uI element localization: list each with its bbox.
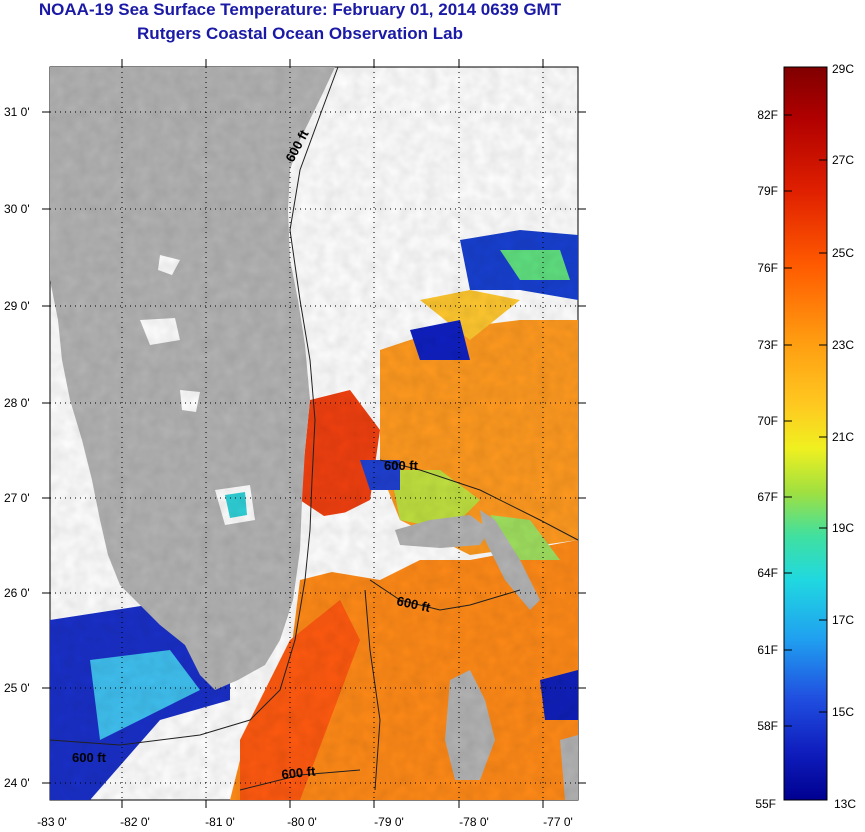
colorbar-c-29: 29C [832, 62, 854, 76]
isobath-channel [364, 589, 381, 791]
lat-label-24: 24 0' [4, 776, 30, 790]
colorbar-c-19: 19C [832, 521, 854, 535]
colorbar-f-70: 70F [757, 414, 778, 428]
lat-label-28: 28 0' [4, 396, 30, 410]
lon-label-79: -79 0' [374, 815, 404, 829]
colorbar-ticks [784, 114, 827, 727]
figure-subtitle: Rutgers Coastal Ocean Observation Lab [137, 24, 463, 43]
lon-label-78: -78 0' [459, 815, 489, 829]
lat-label-29: 29 0' [4, 299, 30, 313]
lat-label-30: 30 0' [4, 202, 30, 216]
colorbar [783, 66, 828, 801]
lat-label-31: 31 0' [4, 105, 30, 119]
colorbar-c-13: 13C [834, 797, 856, 811]
lon-label-80: -80 0' [287, 815, 317, 829]
colorbar-c-15: 15C [832, 705, 854, 719]
colorbar-c-23: 23C [832, 338, 854, 352]
sst-field [50, 67, 578, 800]
lon-label-77: -77 0' [543, 815, 573, 829]
colorbar-f-55: 55F [755, 797, 776, 811]
figure-title: NOAA-19 Sea Surface Temperature: Februar… [38, 0, 562, 19]
colorbar-f-64: 64F [757, 566, 778, 580]
contour-label-southwest: 600 ft [72, 750, 107, 765]
isobath-florida-shelf [50, 67, 339, 746]
colorbar-f-73: 73F [757, 338, 778, 352]
colorbar-c-25: 25C [832, 246, 854, 260]
colorbar-f-58: 58F [757, 719, 778, 733]
lat-label-26: 26 0' [4, 586, 30, 600]
graticule [50, 67, 578, 800]
colorbar-f-61: 61F [757, 643, 778, 657]
colorbar-c-27: 27C [832, 153, 854, 167]
lat-label-27: 27 0' [4, 491, 30, 505]
isobath-south [239, 769, 361, 791]
isobath-bahama-bank [379, 459, 578, 541]
colorbar-f-76: 76F [757, 261, 778, 275]
colorbar-f-67: 67F [757, 490, 778, 504]
lat-label-25: 25 0' [4, 681, 30, 695]
lon-label-82: -82 0' [120, 815, 150, 829]
axis-ticks [42, 59, 586, 808]
colorbar-f-79: 79F [757, 184, 778, 198]
colorbar-c-17: 17C [832, 613, 854, 627]
contour-label-bahama: 600 ft [395, 593, 432, 615]
colorbar-c-21: 21C [832, 430, 854, 444]
colorbar-f-82: 82F [757, 108, 778, 122]
lon-label-83: -83 0' [37, 815, 67, 829]
lon-label-81: -81 0' [205, 815, 235, 829]
contour-label-central: 600 ft [384, 458, 419, 473]
